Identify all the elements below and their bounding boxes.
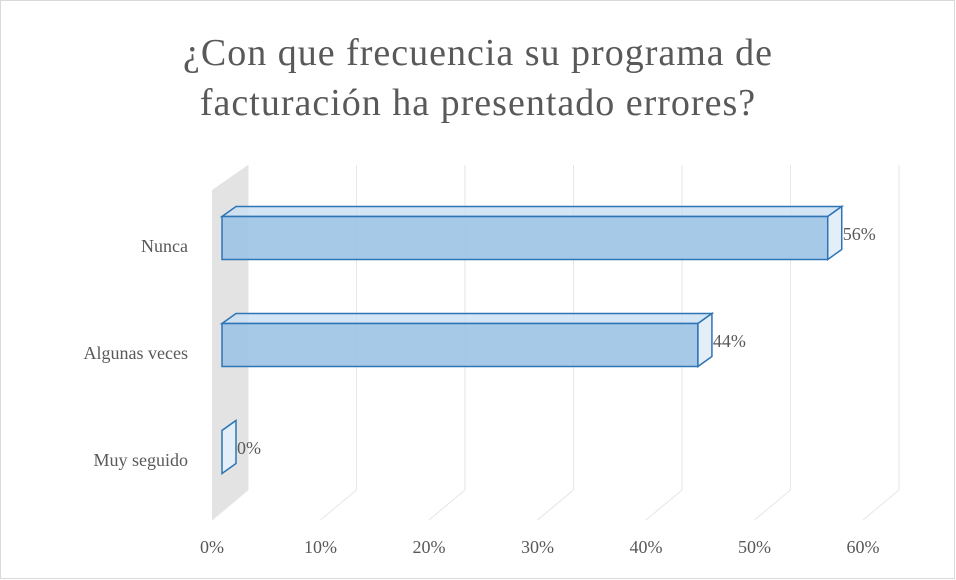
y-tick-label: Muy seguido bbox=[94, 450, 189, 470]
grid-line-floor bbox=[428, 489, 466, 521]
x-tick-label: 20% bbox=[413, 537, 446, 557]
grid-line-floor bbox=[645, 489, 683, 521]
data-label: 0% bbox=[237, 438, 261, 458]
bar-top bbox=[219, 312, 715, 325]
bar bbox=[221, 322, 699, 368]
grid-line-floor bbox=[862, 489, 900, 521]
bar-end bbox=[826, 205, 843, 261]
grid-line-floor bbox=[320, 489, 357, 521]
grid-line-floor bbox=[211, 489, 249, 521]
data-label: 56% bbox=[843, 224, 876, 244]
x-tick-label: 40% bbox=[630, 537, 663, 557]
bar-end bbox=[697, 312, 713, 368]
x-tick-label: 0% bbox=[200, 537, 224, 557]
x-tick-label: 50% bbox=[738, 537, 771, 557]
y-tick-label: Nunca bbox=[141, 236, 188, 256]
bar-top bbox=[219, 205, 845, 218]
bar-end bbox=[221, 419, 237, 475]
chart-title: ¿Con que frecuencia su programa de factu… bbox=[182, 32, 774, 124]
x-tick-label: 10% bbox=[304, 537, 337, 557]
bar bbox=[221, 215, 829, 261]
x-tick-label: 60% bbox=[847, 537, 880, 557]
data-label: 44% bbox=[713, 331, 746, 351]
grid-line-floor bbox=[537, 489, 574, 521]
x-tick-label: 30% bbox=[521, 537, 554, 557]
y-tick-label: Algunas veces bbox=[84, 343, 188, 363]
grid-line-floor bbox=[754, 489, 791, 521]
